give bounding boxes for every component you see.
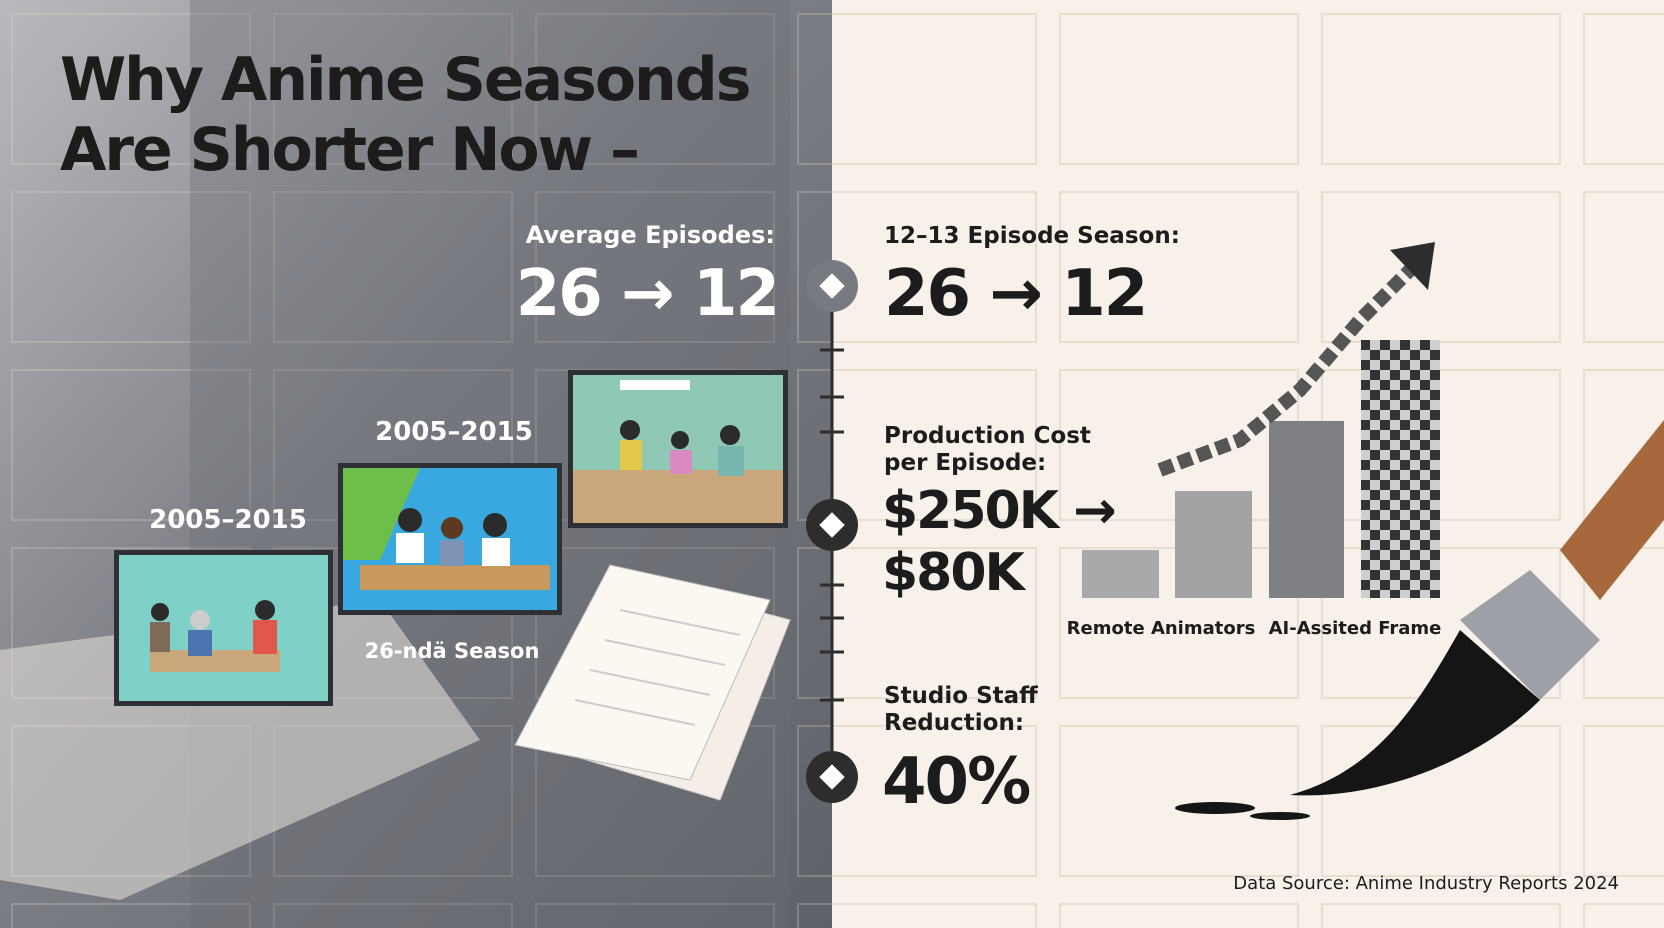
timeline-label: 12–13 Episode Season: [884,223,1180,249]
paper-sheets [514,564,791,801]
timeline-value: $80K [882,543,1027,603]
season-label: 26-ndä Season [365,639,540,663]
timeline-label: Studio Staff [884,683,1038,709]
panel-grid [832,0,1664,928]
paintbrush [1175,420,1664,820]
studio-image [568,370,788,528]
studio-image [338,463,562,615]
timeline-value: 40% [882,745,1030,819]
timeline-label: per Episode: [884,450,1046,476]
timeline-value: 26 → 12 [884,257,1146,331]
chart-label: AI-Assited Frame [1269,618,1442,639]
illustrative-bars [1082,242,1440,598]
era-label: 2005–2015 [149,505,307,535]
source-note: Data Source: Anime Industry Reports 2024 [1233,873,1619,894]
stat-label: Average Episodes: [526,221,775,249]
studio-image [114,550,333,706]
stat-value: 26 → 12 [516,257,778,331]
timeline-label: Production Cost [884,423,1091,449]
timeline-value: $250K → [882,481,1115,541]
title-line: Why Anime Seasonds [60,45,749,115]
chart-label: Remote Animators [1067,618,1256,639]
title-line: Are Shorter Now – [60,115,638,185]
era-label: 2005–2015 [375,417,533,447]
timeline-label: Reduction: [884,710,1024,736]
timeline [806,260,858,803]
